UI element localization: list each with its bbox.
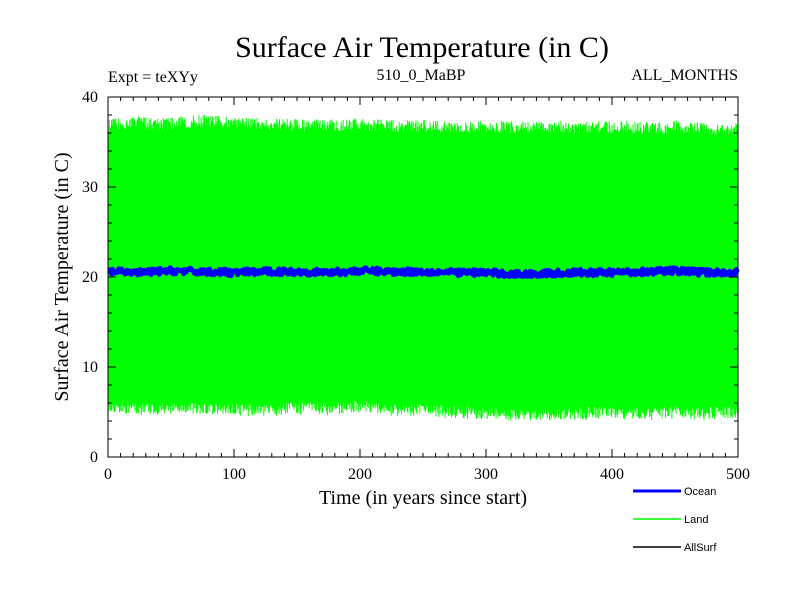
plot-data bbox=[106, 115, 740, 421]
y-axis-label: Surface Air Temperature (in C) bbox=[51, 152, 73, 401]
y-tick-label: 0 bbox=[90, 449, 98, 466]
legend-label-allsurf: AllSurf bbox=[684, 542, 717, 554]
months-label: ALL_MONTHS bbox=[631, 67, 738, 84]
x-axis-label: Time (in years since start) bbox=[319, 487, 527, 509]
y-tick-label: 20 bbox=[82, 269, 98, 286]
x-tick-label: 100 bbox=[222, 466, 246, 483]
x-tick-label: 0 bbox=[104, 466, 112, 483]
x-tick-label: 200 bbox=[348, 466, 372, 483]
x-axis: 0 100 200 300 400 500 bbox=[104, 97, 750, 483]
series-ocean-line bbox=[106, 265, 740, 280]
legend-label-land: Land bbox=[684, 514, 708, 526]
y-tick-label: 10 bbox=[82, 359, 98, 376]
x-tick-label: 500 bbox=[726, 466, 750, 483]
chart-title: Surface Air Temperature (in C) bbox=[235, 31, 609, 64]
period-label: 510_0_MaBP bbox=[377, 67, 466, 84]
y-tick-label: 30 bbox=[82, 179, 98, 196]
experiment-label: Expt = teXYy bbox=[108, 69, 198, 86]
series-land-line bbox=[107, 115, 739, 421]
y-axis: 0 10 20 30 40 bbox=[82, 89, 738, 466]
y-tick-label: 40 bbox=[82, 89, 98, 106]
legend: Ocean Land AllSurf bbox=[633, 486, 717, 554]
x-tick-label: 300 bbox=[474, 466, 498, 483]
legend-label-ocean: Ocean bbox=[684, 486, 716, 498]
x-tick-label: 400 bbox=[600, 466, 624, 483]
